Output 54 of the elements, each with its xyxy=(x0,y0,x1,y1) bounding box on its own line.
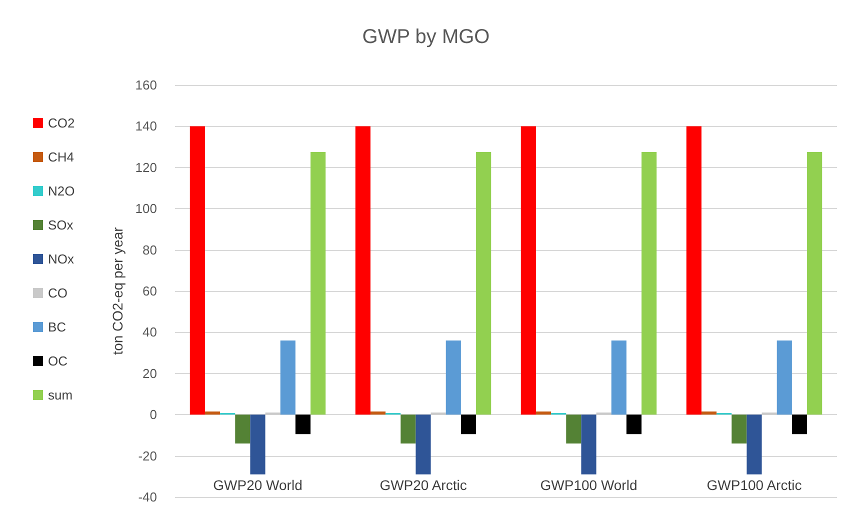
y-tick-label: 100 xyxy=(135,201,157,216)
bar xyxy=(250,414,266,474)
bar xyxy=(280,340,296,415)
legend-label: BC xyxy=(48,320,66,334)
bar xyxy=(476,152,492,415)
y-tick-label: 80 xyxy=(142,242,157,258)
legend-label: N2O xyxy=(48,184,75,198)
x-tick-label: GWP100 World xyxy=(540,477,638,493)
bar xyxy=(446,340,461,415)
legend-label: SOx xyxy=(48,218,74,232)
chart-title: GWP by MGO xyxy=(362,26,490,48)
y-tick-label: -40 xyxy=(138,490,157,504)
bar xyxy=(190,126,205,415)
bar xyxy=(400,414,416,444)
legend-label: NOx xyxy=(48,252,74,266)
y-tick-label: 0 xyxy=(150,407,157,422)
x-tick-label: GWP100 Arctic xyxy=(706,477,802,493)
bar xyxy=(807,152,822,415)
bar xyxy=(370,412,386,415)
y-axis-title: ton CO2-eq per year xyxy=(109,226,126,355)
x-tick-label: GWP20 Arctic xyxy=(380,477,467,493)
y-tick-label: 120 xyxy=(135,160,157,175)
bar xyxy=(642,152,657,415)
legend-label: CO xyxy=(48,286,68,300)
y-tick-label: 60 xyxy=(142,284,157,298)
y-tick-label: 140 xyxy=(135,118,157,134)
legend-label: CO2 xyxy=(48,116,75,130)
bar xyxy=(416,414,431,474)
legend-label: OC xyxy=(48,354,68,368)
bar xyxy=(581,414,596,474)
bar xyxy=(355,126,370,415)
bar xyxy=(686,126,702,415)
bar xyxy=(732,414,747,444)
bar xyxy=(310,152,326,415)
bar xyxy=(295,414,311,434)
bar xyxy=(520,126,536,415)
legend-label: sum xyxy=(48,388,73,402)
bar xyxy=(536,412,552,415)
y-tick-label: 160 xyxy=(135,78,157,92)
y-tick-label: 40 xyxy=(142,324,157,340)
bar xyxy=(792,414,808,434)
bar xyxy=(235,414,250,444)
bar xyxy=(776,340,792,415)
x-tick-label: GWP20 World xyxy=(213,477,302,493)
bar xyxy=(204,412,220,415)
y-tick-label: 20 xyxy=(142,366,157,381)
bar xyxy=(746,414,762,474)
legend-label: CH4 xyxy=(48,150,74,164)
bar xyxy=(626,414,642,434)
bar xyxy=(701,412,717,415)
bar xyxy=(611,340,626,415)
bar xyxy=(566,414,582,444)
y-tick-label: -20 xyxy=(138,448,157,464)
bar xyxy=(460,414,476,434)
